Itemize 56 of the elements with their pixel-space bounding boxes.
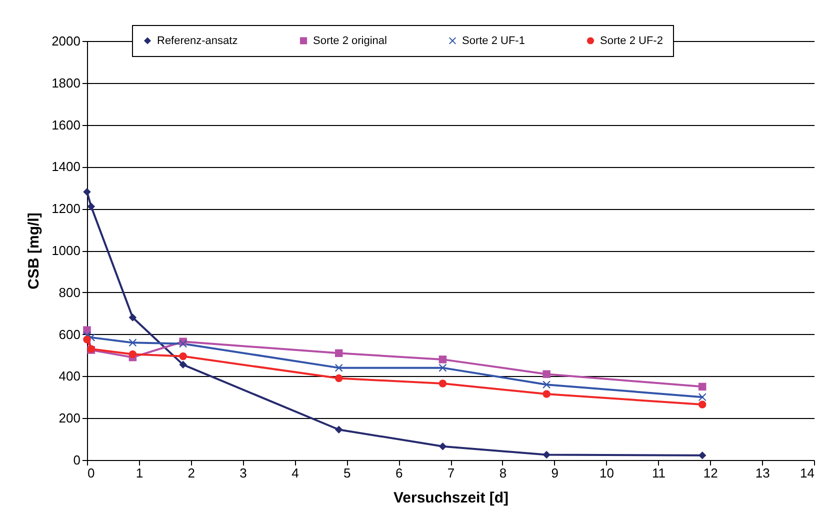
x-tick-label: 1 — [136, 466, 144, 480]
x-tick-label: 9 — [551, 466, 558, 480]
x-tick-label: 0 — [88, 466, 95, 480]
x-tick-label: 4 — [292, 466, 299, 480]
x-tick-label: 12 — [703, 466, 718, 480]
point — [438, 442, 447, 450]
point — [334, 426, 343, 434]
point — [438, 364, 447, 372]
point — [542, 390, 550, 398]
legend-label: Sorte 2 UF-2 — [600, 34, 663, 47]
x-tick-label: 6 — [395, 466, 403, 480]
y-tick-label: 600 — [58, 326, 80, 342]
point — [542, 450, 550, 459]
legend-label: Referenz-ansatz — [157, 34, 238, 47]
y-tick-label: 1800 — [52, 75, 80, 90]
y-tick-label: 1000 — [52, 243, 80, 258]
point — [438, 356, 447, 364]
x-tick-label: 2 — [188, 466, 195, 480]
point — [128, 338, 137, 347]
y-tick-label: 1400 — [52, 159, 80, 174]
y-tick-label: 800 — [58, 284, 80, 300]
x-tick-label: 14 — [800, 466, 814, 480]
y-tick-label: 200 — [58, 410, 80, 426]
x-axis-title: Versuchszeit [d] — [393, 490, 509, 506]
y-tick-label: 400 — [58, 368, 80, 384]
point — [128, 350, 137, 358]
x-tick-label: 3 — [240, 466, 247, 480]
point — [334, 349, 343, 358]
y-tick-label: 2000 — [52, 34, 80, 48]
point — [438, 380, 447, 388]
y-tick-label: 0 — [73, 452, 80, 468]
point — [179, 340, 187, 348]
x-tick-label: 5 — [344, 466, 351, 480]
x-tick-label: 10 — [600, 466, 614, 480]
point — [179, 360, 187, 369]
point — [698, 382, 706, 391]
point — [179, 352, 187, 360]
y-tick-label: 1200 — [52, 201, 80, 216]
point — [698, 452, 706, 460]
point — [83, 188, 91, 196]
point — [698, 393, 706, 402]
point — [334, 364, 343, 372]
point — [542, 380, 550, 388]
y-axis-title: CSB [mg/l] — [26, 212, 43, 290]
point — [334, 374, 343, 382]
point — [128, 314, 137, 322]
x-tick-label: 11 — [652, 466, 666, 480]
legend-label: Sorte 2 UF-1 — [462, 34, 525, 47]
point — [542, 370, 550, 378]
point — [698, 400, 706, 408]
y-tick-label: 1600 — [52, 117, 80, 132]
legend-label: Sorte 2 original — [313, 34, 387, 47]
x-tick-label: 8 — [499, 466, 507, 480]
point — [87, 202, 96, 210]
x-tick-label: 13 — [755, 466, 770, 480]
x-tick-label: 7 — [447, 466, 455, 480]
